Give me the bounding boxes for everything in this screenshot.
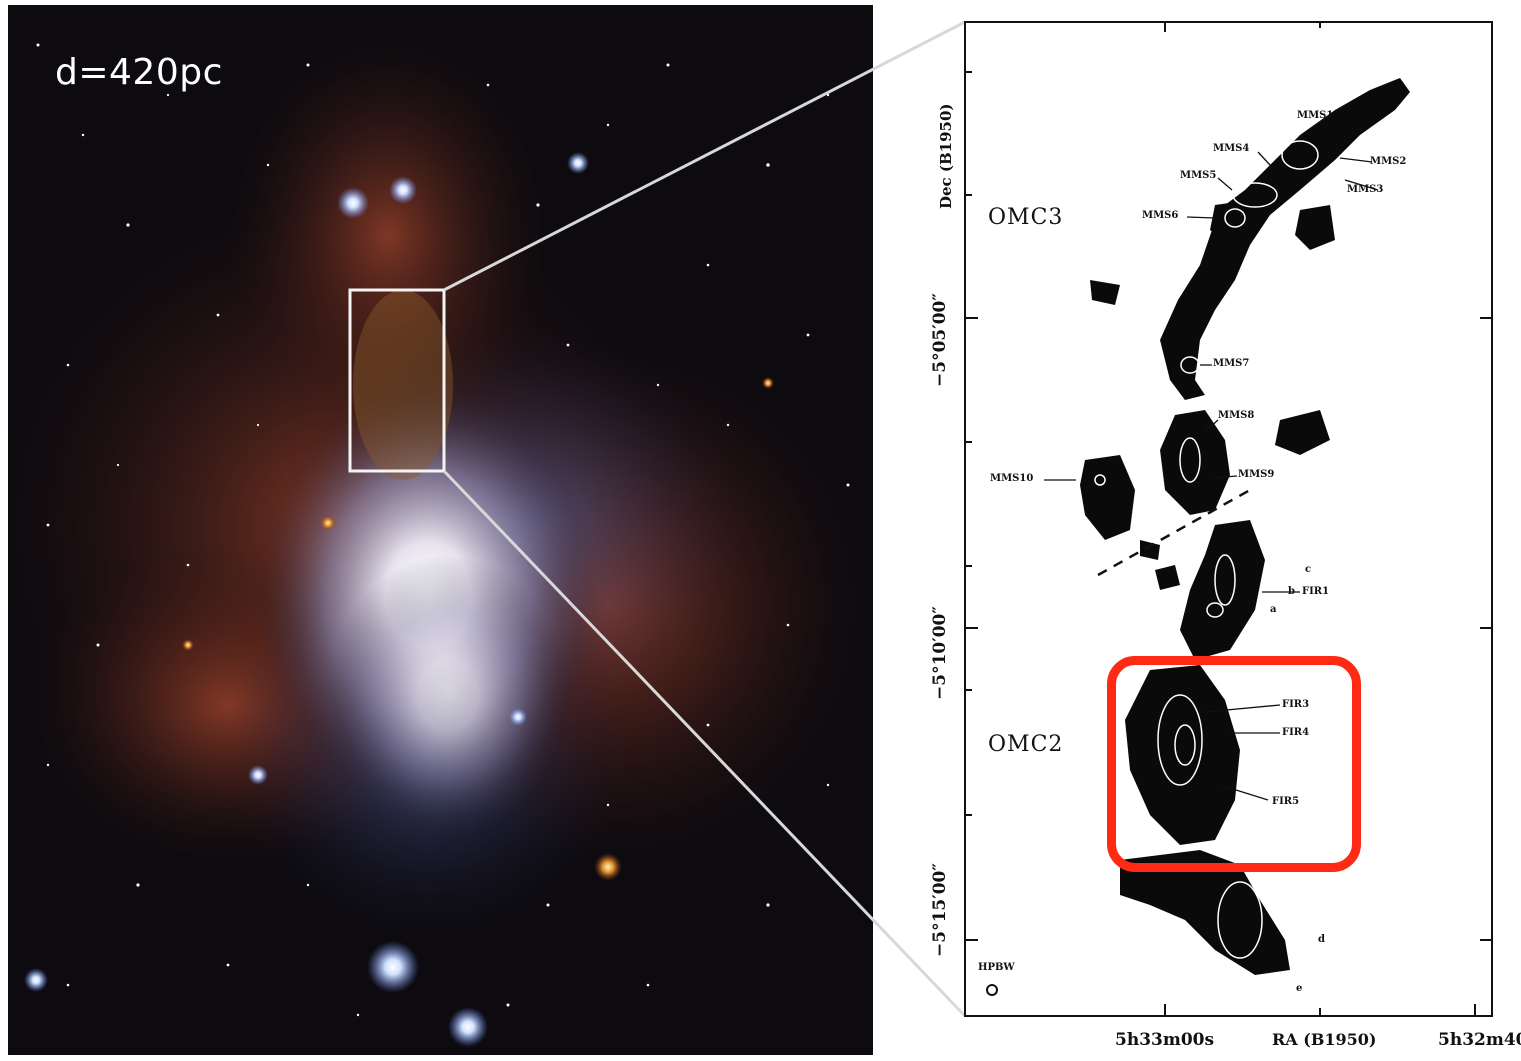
source-label: MMS5 bbox=[1180, 170, 1217, 181]
dec-tick-label: −5°15′00″ bbox=[930, 863, 950, 957]
source-label: MMS8 bbox=[1218, 410, 1255, 421]
source-label: FIR1 bbox=[1302, 586, 1330, 597]
beam-circle bbox=[986, 984, 998, 996]
source-label: d bbox=[1318, 934, 1325, 945]
source-label: FIR4 bbox=[1282, 727, 1310, 738]
source-label: FIR5 bbox=[1272, 796, 1300, 807]
nebula-photo bbox=[8, 5, 873, 1055]
source-label: MMS6 bbox=[1142, 210, 1179, 221]
source-label: FIR3 bbox=[1282, 699, 1310, 710]
source-label: a bbox=[1270, 604, 1277, 615]
ra-axis-label: RA (B1950) bbox=[1272, 1030, 1377, 1049]
region-label-omc3: OMC3 bbox=[988, 205, 1064, 230]
source-label: MMS2 bbox=[1370, 156, 1407, 167]
source-label: e bbox=[1296, 983, 1303, 994]
source-label: MMS10 bbox=[990, 473, 1034, 484]
distance-label: d=420pc bbox=[55, 52, 223, 93]
source-label: c bbox=[1305, 564, 1312, 575]
source-label: MMS9 bbox=[1238, 469, 1275, 480]
region-label-omc2: OMC2 bbox=[988, 732, 1064, 757]
dec-tick-label: −5°10′00″ bbox=[930, 606, 950, 700]
zoom-inset-rectangle bbox=[348, 288, 446, 473]
dec-axis-label: Dec (B1950) bbox=[937, 103, 955, 209]
beam-label: HPBW bbox=[978, 962, 1015, 973]
source-label: b bbox=[1288, 586, 1295, 597]
dec-tick-label: −5°05′00″ bbox=[930, 293, 950, 387]
ra-tick-label: 5h33m00s bbox=[1115, 1030, 1215, 1050]
highlight-box bbox=[1107, 656, 1361, 872]
source-label: MMS4 bbox=[1213, 143, 1250, 154]
source-label: MMS1 bbox=[1297, 110, 1334, 121]
ra-tick-label: 5h32m40s bbox=[1438, 1030, 1521, 1050]
source-label: MMS3 bbox=[1347, 184, 1384, 195]
source-label: MMS7 bbox=[1213, 358, 1250, 369]
